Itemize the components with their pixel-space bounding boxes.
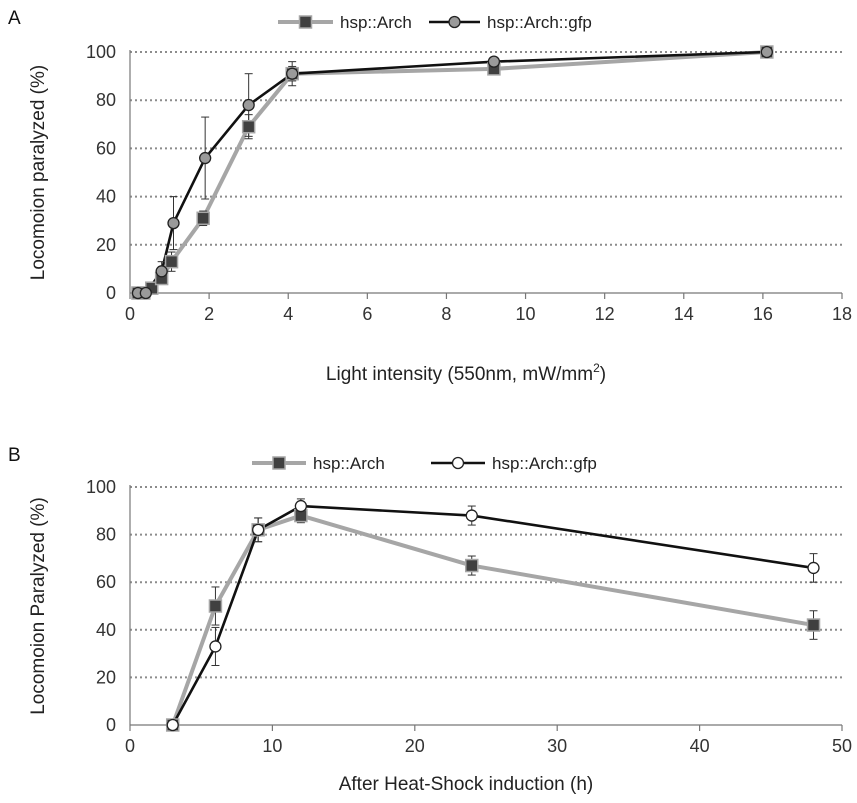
x-tick-label: 30 [547,736,567,756]
y-tick-label: 0 [106,715,116,735]
x-tick-label: 14 [674,304,694,324]
data-point-circle [139,286,152,300]
y-tick-label: 60 [96,572,116,592]
chart-panel-A: A 0 20 40 60 80 100 0 2 4 6 8 10 12 14 16 18 Light intens… [8,8,852,385]
data-point-circle [252,523,265,536]
series-line-hsp-arch [170,513,814,726]
y-tick-label: 40 [96,620,116,640]
chart-panel-B: B 0 20 40 60 80 100 0 10 20 30 40 50 After Heat-Shock… [8,445,852,795]
y-tick-label: 100 [86,477,116,497]
x-tick-label: 40 [690,736,710,756]
y-tick-label: 80 [96,90,116,110]
x-tick-label: 10 [516,304,536,324]
x-tick-label: 0 [125,304,135,324]
data-point-circle [465,509,478,522]
x-tick-label: 10 [262,736,282,756]
data-point-square [806,618,821,632]
data-point-square [196,211,210,226]
legend-item: hsp::Arch::gfp [431,454,597,473]
data-point-circle [487,55,501,68]
x-tick-label: 0 [125,736,135,756]
x-tick-label: 8 [441,304,451,324]
data-point-circle [807,561,820,575]
data-point-circle [199,151,212,165]
data-point-square [164,254,179,269]
legend-marker-square [272,456,286,470]
y-tick-label: 20 [96,235,116,255]
legend-marker-circle [448,15,461,29]
x-axis-label: Light intensity (550nm, mW/mm2) [326,361,606,385]
data-point-circle [286,67,299,80]
data-point-circle [760,45,773,59]
y-tick-label: 80 [96,525,116,545]
y-tick-label: 40 [96,187,116,207]
data-point-circle [167,216,180,230]
legend-label: hsp::Arch::gfp [492,454,597,473]
series-line-hsp-arch [137,50,767,295]
panel-letter: B [8,445,21,466]
series-line-hsp-arch-gfp [137,50,767,295]
legend-label: hsp::Arch [340,13,412,32]
x-tick-label: 20 [405,736,425,756]
legend-marker-square [298,15,313,29]
panel-letter: A [8,8,21,29]
data-point-circle [166,718,179,732]
y-axis-label: Locomoion Paralyzed (%) [28,497,49,715]
y-tick-label: 0 [106,283,116,303]
x-tick-label: 4 [283,304,293,324]
legend-item: hsp::Arch::gfp [429,13,592,32]
x-tick-label: 12 [595,304,615,324]
data-point-circle [242,98,255,112]
legend-item: hsp::Arch [252,454,385,473]
x-tick-label: 50 [832,736,852,756]
x-axis-label: After Heat-Shock induction (h) [339,774,594,795]
legend-marker-circle [451,456,465,470]
data-point-square [465,558,479,573]
y-tick-label: 20 [96,667,116,687]
x-tick-label: 18 [832,304,852,324]
data-point-square [241,119,256,134]
legend-label: hsp::Arch [313,454,385,473]
data-point-square [208,599,223,613]
y-tick-label: 60 [96,138,116,158]
legend-item: hsp::Arch [278,13,412,32]
x-tick-label: 6 [362,304,372,324]
y-tick-label: 100 [86,42,116,62]
x-tick-label: 2 [204,304,214,324]
data-point-circle [155,265,168,278]
x-tick-label: 16 [753,304,773,324]
data-point-circle [294,499,308,513]
series-line-hsp-arch-gfp [171,504,814,726]
data-point-circle [209,640,222,653]
y-axis-label: Locomoion paralyzed (%) [28,65,49,280]
legend-label: hsp::Arch::gfp [487,13,592,32]
